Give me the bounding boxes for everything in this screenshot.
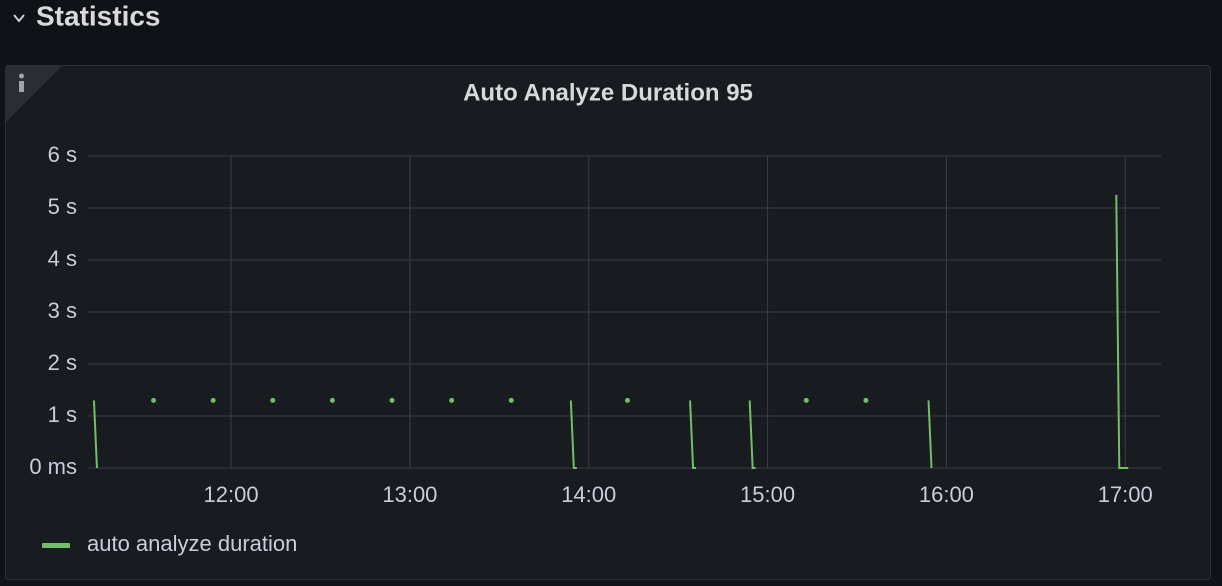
chart-title: Auto Analyze Duration 95 [463,79,753,106]
data-point [210,397,216,403]
data-point [863,397,869,403]
data-point [329,397,335,403]
data-point [270,397,276,403]
info-corner[interactable] [6,66,62,122]
x-tick-label: 17:00 [1098,482,1153,507]
x-tick-label: 13:00 [382,482,437,507]
x-tick-label: 12:00 [204,482,259,507]
y-tick-label: 4 s [48,246,77,271]
series-line [1115,194,1129,469]
series-line [569,400,577,469]
series-line [689,400,697,469]
row-title[interactable]: Statistics [36,0,161,31]
y-tick-label: 6 s [48,142,77,167]
info-icon [19,81,24,92]
x-tick-label: 15:00 [740,482,795,507]
x-tick-label: 14:00 [561,482,616,507]
series-line [927,400,933,469]
y-tick-label: 2 s [48,350,77,375]
series-line [748,400,756,469]
data-point [803,397,809,403]
y-tick-label: 5 s [48,194,77,219]
data-point [389,397,395,403]
data-point [508,397,514,403]
legend-swatch [42,543,70,548]
info-icon-dot [19,73,24,79]
x-tick-label: 16:00 [919,482,974,507]
legend-label: auto analyze duration [87,531,297,556]
panel [5,65,1211,580]
plot: 0 ms 1 s 2 s 3 s 4 s 5 s 6 s 12:00 13:00 14:00 15:… [29,142,1161,556]
y-tick-label: 0 ms [29,454,77,479]
data-point [449,397,455,403]
data-point [624,397,630,403]
y-tick-label: 1 s [48,402,77,427]
data-point [151,397,157,403]
collapse-chevron[interactable] [13,14,25,23]
series-line [92,400,98,469]
y-tick-label: 3 s [48,298,77,323]
